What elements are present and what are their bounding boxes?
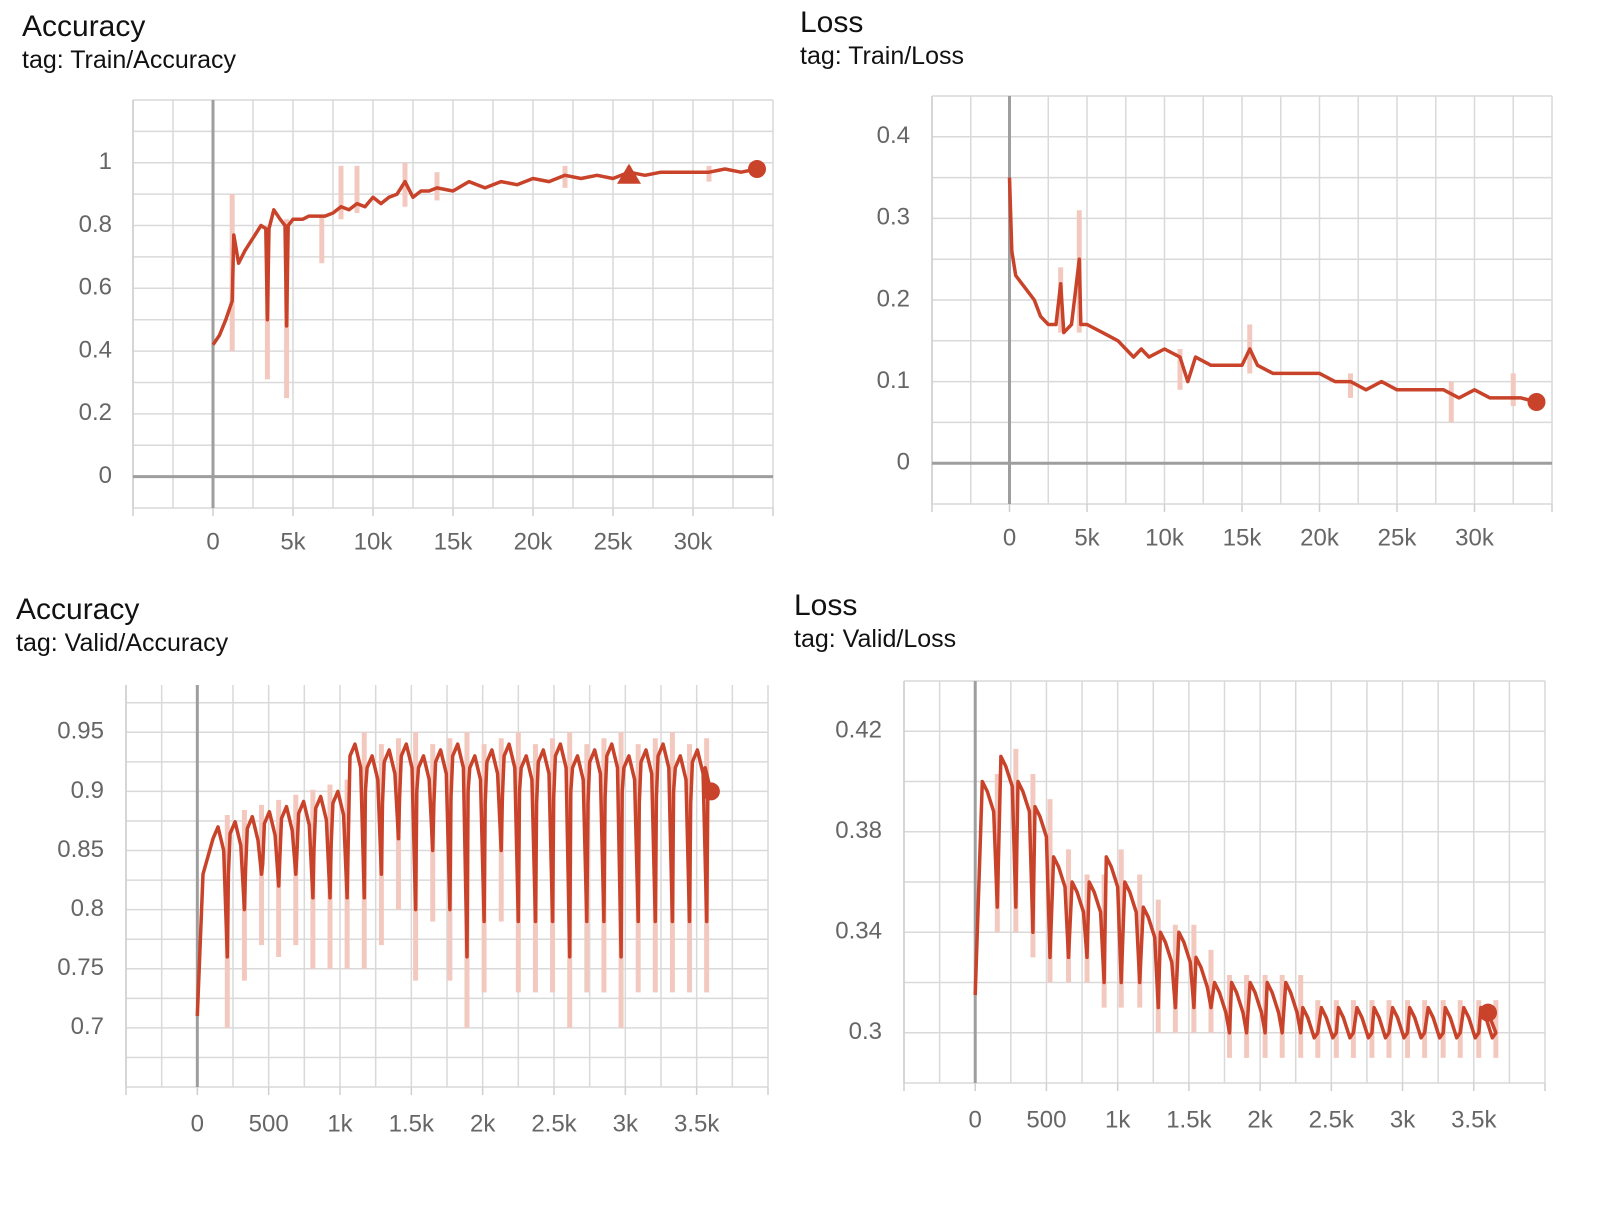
y-tick-label: 0.75 [57,954,104,981]
series-line [195,742,713,1017]
x-tick-label: 30k [674,528,714,555]
x-tick-label: 2k [470,1110,496,1137]
x-tick-label: 25k [594,528,634,555]
x-tick-label: 30k [1455,524,1495,551]
chart-title: Accuracy [16,593,140,626]
x-tick-label: 20k [514,528,554,555]
x-tick-label: 2.5k [531,1110,577,1137]
y-tick-label: 1 [99,148,112,175]
x-tick-label: 0 [1003,524,1016,551]
x-tick-label: 1k [327,1110,353,1137]
x-tick-label: 0 [191,1110,204,1137]
y-tick-label: 0.8 [79,211,112,238]
chart-tag: tag: Train/Loss [800,42,964,70]
x-tick-label: 3.5k [1451,1106,1497,1133]
chart-tag: tag: Train/Accuracy [22,46,236,74]
chart-title: Loss [794,589,858,622]
x-tick-label: 500 [249,1110,289,1137]
y-tick-label: 0.2 [79,399,112,426]
x-tick-label: 2.5k [1309,1106,1355,1133]
x-tick-label: 15k [434,528,474,555]
y-tick-label: 0.3 [849,1018,882,1045]
chart-plot: 0 500 1k 1.5k 2k 2.5k 3k 3.5k 0.7 0.75 0.8 0.85 0.9 0… [57,685,769,1137]
series-line [211,167,758,346]
series-line [973,754,1498,1040]
y-tick-label: 0.8 [71,895,104,922]
chart-tag: tag: Valid/Loss [794,625,957,653]
x-tick-label: 1.5k [389,1110,435,1137]
grid [931,95,1553,505]
chart-plot: 0 5k 10k 15k 20k 25k 30k 0 0.2 0.4 0.6 0.8 1 [79,99,774,555]
y-tick-label: 0 [897,449,910,476]
y-tick-label: 0.2 [877,285,910,312]
x-tick-label: 5k [1074,524,1100,551]
triangle-marker [617,163,641,184]
y-tick-label: 0.34 [835,918,882,945]
chart-panel-train-accuracy: Accuracy tag: Train/Accuracy 0 5k 10k 15k 20… [0,0,812,600]
chart-title: Loss [800,6,864,39]
chart-panel-valid-accuracy: Accuracy tag: Valid/Accuracy 0 500 1k 1.5k 2… [0,593,812,1210]
y-tick-label: 0.1 [877,367,910,394]
chart-plot: 0 500 1k 1.5k 2k 2.5k 3k 3.5k 0.3 0.34 0.38 0.42 [835,680,1546,1133]
x-tick-label: 5k [280,528,306,555]
x-tick-label: 0 [969,1106,982,1133]
y-tick-label: 0.3 [877,204,910,231]
y-tick-label: 0.4 [877,122,910,149]
x-tick-label: 10k [354,528,394,555]
x-tick-label: 3k [1390,1106,1416,1133]
x-tick-label: 500 [1026,1106,1066,1133]
y-tick-label: 0.95 [57,718,104,745]
y-tick-label: 0.38 [835,817,882,844]
x-tick-label: 2k [1247,1106,1273,1133]
end-marker [1479,1003,1498,1022]
x-tick-label: 20k [1300,524,1340,551]
y-tick-label: 0.42 [835,717,882,744]
x-tick-label: 10k [1145,524,1185,551]
end-marker [748,160,766,179]
chart-title: Accuracy [22,10,146,43]
y-tick-label: 0.85 [57,836,104,863]
y-tick-label: 0.4 [79,336,112,363]
chart-tag: tag: Valid/Accuracy [16,629,229,657]
end-marker [701,782,720,801]
x-tick-label: 3.5k [674,1110,720,1137]
x-tick-label: 15k [1223,524,1263,551]
y-tick-label: 0.6 [79,274,112,301]
x-tick-label: 25k [1378,524,1418,551]
chart-panel-valid-loss: Loss tag: Valid/Loss 0 500 1k 1.5k 2k 2.5k 3k 3… [794,589,1624,1210]
x-tick-label: 3k [613,1110,639,1137]
chart-panel-train-loss: Loss tag: Train/Loss 0 5k 10k 15k 20k 25k 30k 0… [800,0,1624,600]
x-tick-label: 1.5k [1166,1106,1212,1133]
y-tick-label: 0 [99,462,112,489]
chart-plot: 0 5k 10k 15k 20k 25k 30k 0 0.1 0.2 0.3 0.4 [877,95,1553,551]
x-tick-label: 0 [206,528,219,555]
grid [903,680,1546,1084]
grid [132,99,774,509]
x-tick-label: 1k [1105,1106,1131,1133]
series-line [1007,177,1537,404]
y-tick-label: 0.7 [71,1013,104,1040]
y-tick-label: 0.9 [71,777,104,804]
raw-series [229,162,712,399]
end-marker [1527,393,1546,411]
